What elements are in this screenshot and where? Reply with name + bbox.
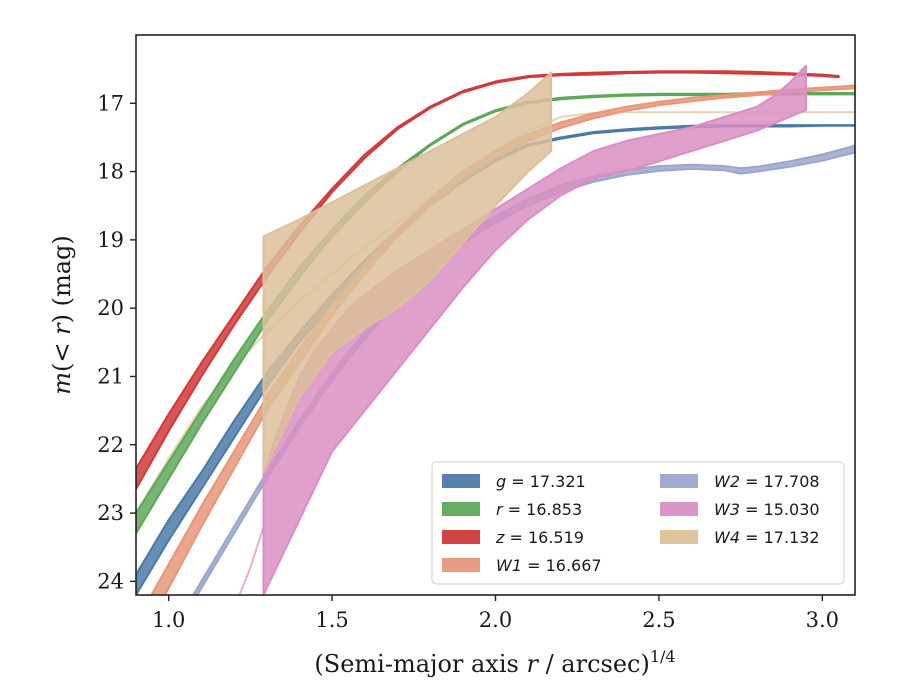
legend: g = 17.321 r = 16.853 z = 16.519 W1 = 16.66… — [431, 461, 845, 585]
y-axis-label: m(< r) (mag) — [48, 235, 76, 395]
background-curve-2 — [238, 526, 265, 595]
legend-swatch-z — [442, 530, 480, 544]
y-tick-label: 17 — [97, 91, 124, 115]
x-tick-label: 3.0 — [806, 608, 839, 632]
x-tick-label: 1.5 — [315, 608, 348, 632]
legend-swatch-w3 — [660, 502, 698, 516]
legend-swatch-g — [442, 474, 480, 488]
legend-swatch-w4 — [660, 530, 698, 544]
x-tick-label: 2.0 — [479, 608, 512, 632]
series-band-z — [136, 70, 840, 491]
legend-label-w3: W3 = 15.030 — [714, 500, 820, 519]
legend-frame — [431, 461, 845, 585]
y-tick-label: 22 — [97, 433, 124, 457]
y-tick-label: 21 — [97, 364, 124, 388]
x-axis-label: (Semi-major axis r / arcsec)1/4 — [314, 647, 675, 678]
y-axis-ticks: 17 18 19 20 21 22 23 24 — [97, 91, 136, 593]
y-tick-label: 18 — [97, 160, 124, 184]
legend-swatch-w1 — [442, 558, 480, 572]
legend-label-r: r = 16.853 — [496, 500, 582, 519]
x-tick-label: 2.5 — [642, 608, 675, 632]
y-tick-label: 24 — [97, 569, 124, 593]
legend-swatch-r — [442, 502, 480, 516]
legend-label-g: g = 17.321 — [496, 472, 586, 491]
x-tick-label: 1.0 — [152, 608, 185, 632]
y-tick-label: 19 — [97, 228, 124, 252]
y-tick-label: 23 — [97, 501, 124, 525]
legend-label-w2: W2 = 17.708 — [714, 472, 820, 491]
legend-label-z: z = 16.519 — [495, 528, 584, 547]
series-bands — [136, 64, 855, 595]
legend-label-w1: W1 = 16.667 — [496, 556, 602, 575]
x-axis-ticks: 1.0 1.5 2.0 2.5 3.0 — [152, 595, 839, 632]
legend-label-w4: W4 = 17.132 — [714, 528, 820, 547]
y-tick-label: 20 — [97, 296, 124, 320]
legend-swatch-w2 — [660, 474, 698, 488]
series-band-w4 — [262, 71, 553, 474]
